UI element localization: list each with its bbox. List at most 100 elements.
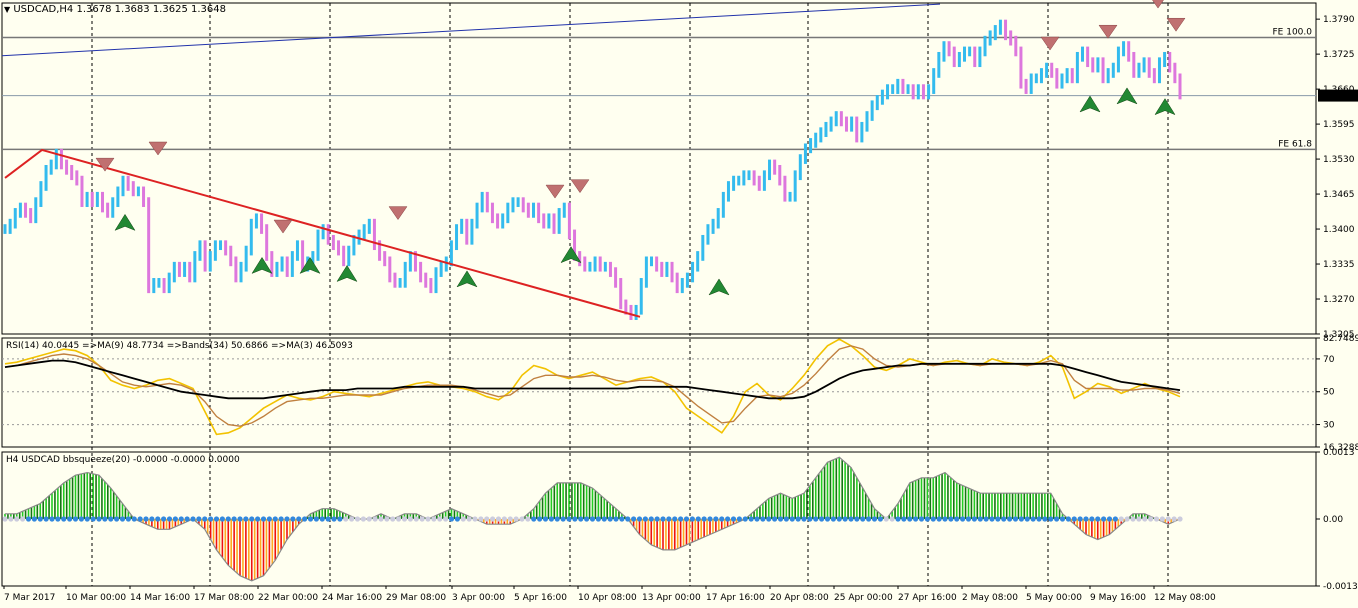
squeeze-dot (713, 516, 719, 522)
x-tick-label: 29 Mar 08:00 (386, 593, 446, 603)
squeeze-dot (114, 516, 120, 522)
price-tick-label: 1.3725 (1323, 50, 1355, 60)
squeeze-dot (161, 516, 167, 522)
squeeze-dot (1177, 516, 1183, 522)
x-tick-label: 13 Apr 00:00 (642, 593, 701, 603)
squeeze-tick-label: 0.0013 (1323, 448, 1355, 458)
x-tick-label: 3 Apr 00:00 (452, 593, 505, 603)
squeeze-dot (419, 516, 425, 522)
squeeze-tick-label: -0.0013 (1323, 582, 1358, 592)
squeeze-dot (202, 516, 208, 522)
squeeze-dot (1071, 516, 1077, 522)
squeeze-dot (1012, 516, 1019, 522)
x-tick-label: 17 Mar 08:00 (194, 593, 254, 603)
squeeze-dot (913, 516, 919, 522)
squeeze-dot (1007, 516, 1013, 522)
squeeze-dot (930, 516, 936, 522)
squeeze-dot (1136, 516, 1142, 522)
squeeze-dot (578, 516, 584, 522)
squeeze-dot (102, 516, 108, 522)
squeeze-dot (196, 516, 202, 522)
squeeze-dot (584, 516, 590, 522)
current-price-tag-label: 1.3648 (1320, 92, 1355, 102)
squeeze-dot (25, 516, 32, 522)
squeeze-dot (695, 516, 701, 522)
price-tick-label: 1.3400 (1323, 225, 1355, 235)
squeeze-dot (296, 516, 302, 522)
price-tick-label: 1.3465 (1323, 190, 1355, 200)
squeeze-dot (854, 516, 860, 522)
squeeze-dot (683, 516, 690, 522)
fe-level-label: FE 61.8 (1278, 139, 1312, 149)
squeeze-dot (824, 516, 831, 522)
squeeze-dot (807, 516, 813, 522)
squeeze-dot (255, 516, 261, 522)
squeeze-dot (172, 516, 178, 522)
buy-arrow-icon (456, 270, 478, 288)
rsi-series-2 (4, 359, 1181, 400)
squeeze-dot (766, 516, 772, 522)
squeeze-dot (349, 516, 355, 522)
squeeze-dot (1024, 516, 1030, 522)
squeeze-dot (190, 516, 196, 522)
squeeze-dot (748, 516, 754, 522)
squeeze-dot (789, 516, 795, 522)
squeeze-dot (566, 516, 572, 522)
squeeze-dot (1018, 516, 1024, 522)
pane-frame (1, 337, 1317, 448)
squeeze-dot (431, 516, 437, 522)
squeeze-dot (243, 516, 249, 522)
squeeze-dot (877, 516, 883, 522)
squeeze-dot (225, 516, 231, 522)
squeeze-dot (460, 516, 466, 522)
squeeze-dot (219, 516, 225, 522)
squeeze-dot (519, 516, 525, 522)
squeeze-dot (249, 516, 255, 522)
x-tick-label: 10 Apr 08:00 (578, 593, 637, 603)
squeeze-dot (384, 516, 390, 522)
squeeze-dot (302, 516, 308, 522)
squeeze-dot (1130, 516, 1136, 522)
squeeze-dot (507, 516, 513, 522)
squeeze-dot (1054, 516, 1060, 522)
squeeze-dot (143, 516, 149, 522)
channel-line (1, 3, 941, 57)
sell-arrow-icon (570, 179, 590, 194)
squeeze-dot (977, 516, 983, 522)
x-tick-label: 10 Mar 00:00 (66, 593, 126, 603)
squeeze-dot (636, 516, 643, 522)
squeeze-dot (266, 516, 272, 522)
sell-arrow-icon (388, 206, 408, 221)
squeeze-dot (607, 516, 613, 522)
squeeze-dot (208, 516, 214, 522)
triangle-down-icon[interactable]: ▼ (4, 5, 11, 14)
squeeze-dot (90, 516, 96, 522)
squeeze-dot (1118, 516, 1124, 522)
squeeze-dot (654, 516, 660, 522)
squeeze-dot (754, 516, 760, 522)
squeeze-dot (331, 516, 337, 522)
x-tick-label: 5 Apr 16:00 (514, 593, 567, 603)
squeeze-dot (495, 516, 502, 522)
squeeze-dot (96, 516, 102, 522)
squeeze-dot (284, 516, 290, 522)
fe-level-label: FE 100.0 (1273, 27, 1313, 37)
squeeze-dot (537, 516, 543, 522)
squeeze-dot (924, 516, 930, 522)
squeeze-dot (407, 516, 413, 522)
squeeze-dot (760, 516, 766, 522)
price-tick-label: 1.3335 (1323, 260, 1355, 270)
squeeze-dot (1030, 516, 1036, 522)
sell-arrow-icon (545, 184, 565, 199)
squeeze-dot (719, 516, 725, 522)
squeeze-dot (272, 516, 278, 522)
squeeze-dot (883, 516, 889, 522)
squeeze-dot (1042, 516, 1048, 522)
squeeze-dot (307, 516, 314, 522)
squeeze-dot (1001, 516, 1007, 522)
squeeze-dot (942, 516, 948, 522)
squeeze-dot (37, 516, 43, 522)
sell-arrow-icon (1098, 24, 1118, 39)
squeeze-dot (354, 516, 361, 522)
